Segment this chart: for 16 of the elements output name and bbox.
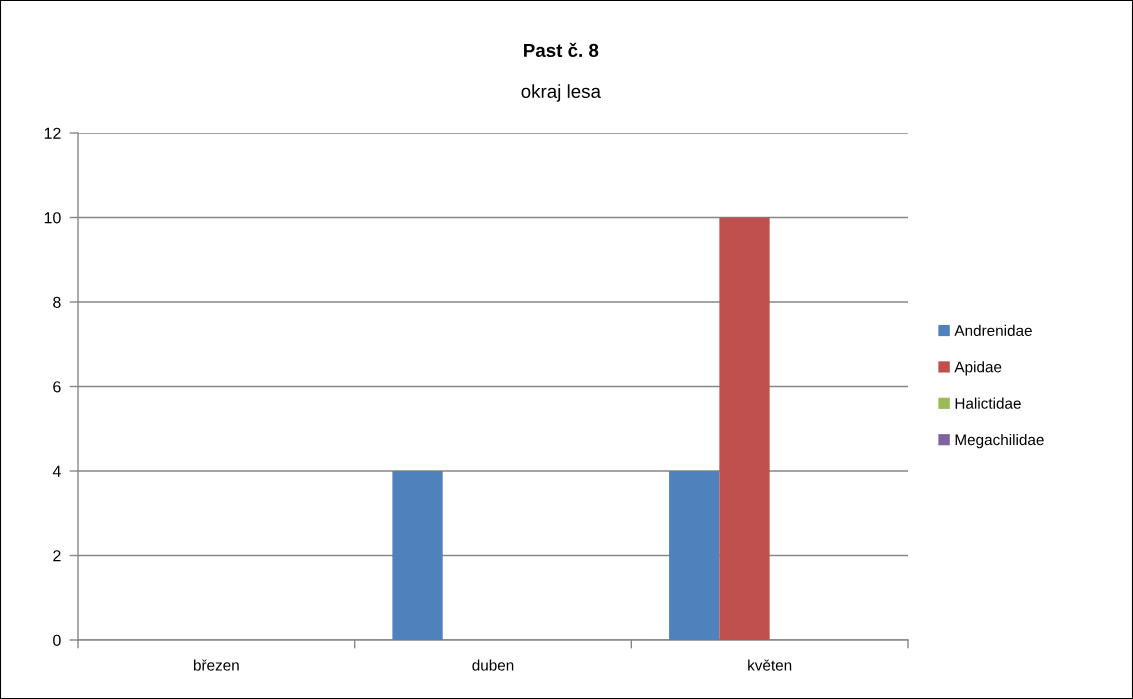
y-tick-label: 4 [52, 465, 61, 477]
x-tick-label: duben [472, 659, 514, 671]
legend-label: Apidae [954, 361, 1002, 376]
y-tick-label: 6 [53, 381, 61, 393]
chart-title: Past č. 8 [524, 42, 599, 58]
y-tick-label: 8 [53, 296, 61, 308]
y-tick-label: 2 [53, 550, 61, 562]
y-tick-label: 0 [53, 634, 61, 646]
y-tick-label: 10 [44, 212, 61, 224]
y-tick-label: 12 [44, 127, 61, 139]
x-tick-label: březen [193, 659, 239, 671]
chart-subtitle: okraj lesa [521, 84, 601, 102]
legend-label: Megachilidae [955, 433, 1044, 449]
legend-label: Andrenidae [954, 324, 1032, 337]
x-tick-label: květen [748, 659, 792, 671]
legend-label: Halictidae [955, 397, 1021, 409]
